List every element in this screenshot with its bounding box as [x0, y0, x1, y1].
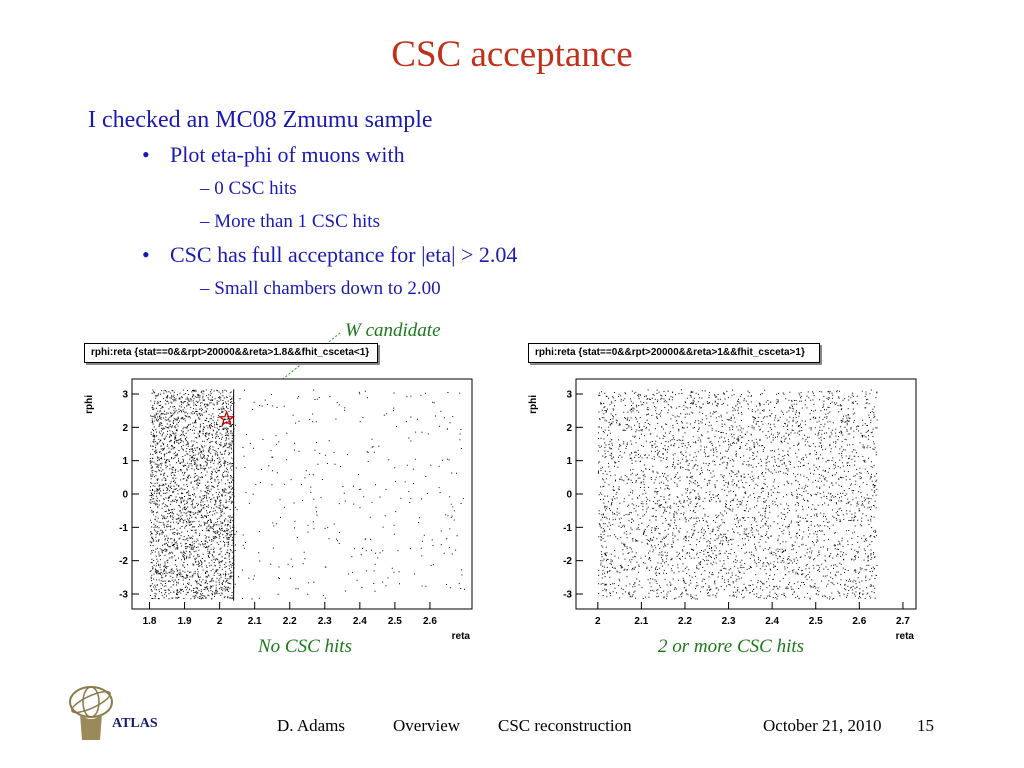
sub-bullet-0-csc: – 0 CSC hits	[200, 178, 297, 199]
plot-title: rphi:reta {stat==0&&rpt>20000&&reta>1&&f…	[528, 343, 820, 363]
y-tick-label: 2	[566, 423, 572, 434]
y-axis-label: rphi	[528, 395, 539, 414]
data-points-dense	[597, 389, 878, 600]
x-tick-label: 2.4	[765, 616, 779, 627]
w-candidate-label: W candidate	[345, 320, 441, 341]
y-tick-label: 3	[122, 390, 128, 401]
x-tick-label: 2.6	[852, 616, 866, 627]
y-tick-label: -2	[563, 556, 572, 567]
y-tick-label: -1	[119, 523, 128, 534]
y-tick-label: -1	[563, 523, 572, 534]
x-tick-label: 2.2	[283, 616, 297, 627]
x-tick-label: 2.5	[388, 616, 402, 627]
y-tick-label: -2	[119, 556, 128, 567]
scatter-plot-no-csc: 1.8 1.9 2 2.1 2.2 2.3 2.4 2.5 2.6 -3 -2 -1 0 1 2 3 reta r…	[84, 378, 473, 642]
slide-title: CSC acceptance	[391, 34, 633, 75]
plot-frame	[131, 378, 473, 610]
x-tick-label: 2.3	[722, 616, 736, 627]
y-tick-label: 1	[566, 456, 572, 467]
x-tick-label: 2.5	[809, 616, 823, 627]
x-tick-label: 2.6	[423, 616, 437, 627]
plot-title: rphi:reta {stat==0&&rpt>20000&&reta>1.8&…	[84, 343, 378, 363]
x-axis-label: reta	[896, 631, 915, 642]
x-tick-label: 2	[217, 616, 223, 627]
sub-bullet-small-chambers: – Small chambers down to 2.00	[200, 278, 441, 299]
x-tick-label: 1.8	[143, 616, 157, 627]
y-tick-label: 1	[122, 456, 128, 467]
footer-page-number: 15	[917, 716, 934, 735]
bullet-acceptance: CSC has full acceptance for |eta| > 2.04	[88, 238, 948, 272]
w-candidate-star-icon	[218, 410, 236, 427]
x-axis-label: reta	[452, 631, 471, 642]
y-tick-label: 2	[122, 423, 128, 434]
footer-date: October 21, 2010	[763, 716, 882, 735]
atlas-logo-text: ATLAS	[112, 716, 158, 731]
x-tick-label: 2	[595, 616, 601, 627]
y-tick-label: 0	[566, 490, 572, 501]
footer-section-csc: CSC reconstruction	[498, 716, 632, 735]
x-tick-label: 2.7	[896, 616, 910, 627]
footer-author: D. Adams	[277, 716, 345, 735]
sub-bullet-more-csc: – More than 1 CSC hits	[200, 211, 380, 232]
x-tick-label: 2.3	[318, 616, 332, 627]
y-axis-label: rphi	[84, 395, 95, 414]
bullet-text: CSC has full acceptance for |eta| > 2.04	[170, 242, 518, 267]
bullet-text: Plot eta-phi of muons with	[170, 142, 405, 167]
atlas-logo-icon	[69, 686, 113, 740]
bullet-level1: I checked an MC08 Zmumu sample	[88, 107, 433, 133]
y-tick-label: -3	[563, 590, 572, 601]
plot-frame	[575, 378, 917, 610]
caption-no-csc: No CSC hits	[258, 636, 352, 657]
bullet-list: I checked an MC08 Zmumu sample Plot eta-…	[88, 102, 948, 305]
y-tick-label: 3	[566, 390, 572, 401]
y-tick-label: 0	[122, 490, 128, 501]
x-tick-label: 2.1	[248, 616, 262, 627]
data-points-dense	[149, 389, 235, 600]
bullet-plot-eta-phi: Plot eta-phi of muons with	[88, 138, 948, 172]
scatter-plot-csc: 2 2.1 2.2 2.3 2.4 2.5 2.6 2.7 -3 -2 -1 0 1 2 3 reta rphi	[528, 378, 917, 642]
footer-section-overview: Overview	[393, 716, 461, 735]
x-tick-label: 2.1	[634, 616, 648, 627]
x-tick-label: 2.2	[678, 616, 692, 627]
y-tick-label: -3	[119, 590, 128, 601]
x-tick-label: 1.9	[178, 616, 192, 627]
x-tick-label: 2.4	[353, 616, 367, 627]
caption-csc: 2 or more CSC hits	[658, 636, 805, 657]
